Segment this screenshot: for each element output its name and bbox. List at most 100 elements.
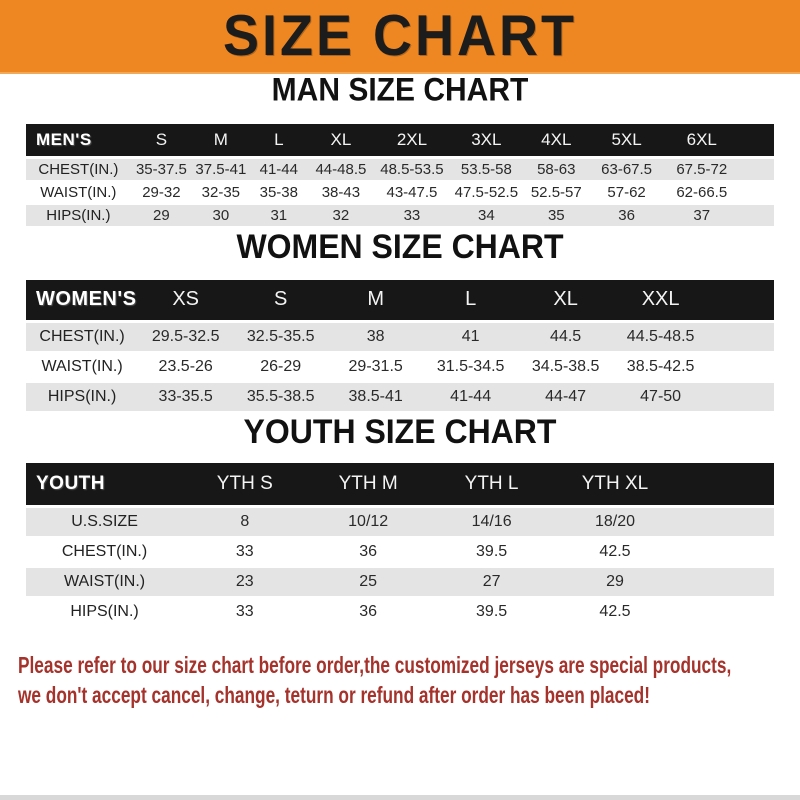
size-value-cell: 35-37.5 (130, 155, 193, 182)
size-column-header: YTH XL (553, 463, 677, 506)
size-value-cell: 47-50 (613, 382, 709, 413)
banner-title: SIZE CHART (223, 4, 577, 68)
measure-label-cell: WAIST(IN.) (26, 352, 139, 383)
row-spacer-cell (708, 382, 774, 413)
row-spacer-cell (676, 504, 774, 538)
table-row: WAIST(IN.) 29-32 32-35 35-38 38-43 43-47.5 47.… (26, 180, 774, 205)
header-spacer-cell (708, 279, 774, 322)
size-value-cell: 48.5-53.5 (373, 155, 451, 182)
header-spacer-cell (676, 463, 774, 506)
measure-label-cell: HIPS(IN.) (26, 596, 184, 628)
size-value-cell: 38 (328, 320, 424, 353)
size-value-cell: 42.5 (553, 596, 677, 628)
size-value-cell: 41-44 (423, 382, 519, 413)
size-value-cell: 23.5-26 (138, 352, 234, 383)
man-size-chart-heading: MAN SIZE CHART (271, 72, 529, 109)
table-row: CHEST(IN.) 29.5-32.5 32.5-35.5 38 41 44.5 44.5… (26, 320, 774, 353)
measure-label-cell: CHEST(IN.) (26, 320, 139, 353)
size-value-cell: 57-62 (589, 180, 664, 205)
size-column-header: XL (518, 279, 614, 322)
size-value-cell: 34 (450, 203, 523, 228)
size-value-cell: 33 (373, 203, 451, 228)
women-size-table: WOMEN'S XS S M L XL XXL CHEST(IN.) 29.5-32.5 32.5… (26, 279, 774, 413)
size-value-cell: 31 (249, 203, 308, 228)
size-column-header: 3XL (450, 124, 523, 157)
size-value-cell: 32 (307, 203, 374, 228)
size-value-cell: 14/16 (429, 504, 554, 538)
row-spacer-cell (676, 596, 774, 628)
size-value-cell: 35 (522, 203, 590, 228)
size-value-cell: 31.5-34.5 (423, 352, 519, 383)
size-column-header: XS (138, 279, 234, 322)
size-column-header: XL (307, 124, 374, 157)
size-value-cell: 29-31.5 (328, 352, 424, 383)
size-value-cell: 26-29 (233, 352, 329, 383)
size-value-cell: 39.5 (429, 596, 554, 628)
size-value-cell: 30 (192, 203, 250, 228)
size-value-cell: 38.5-41 (328, 382, 424, 413)
size-value-cell: 23 (183, 566, 307, 598)
measure-label-cell: HIPS(IN.) (26, 382, 139, 413)
size-column-header: 4XL (522, 124, 590, 157)
youth-size-table-wrap: YOUTH YTH S YTH M YTH L YTH XL U.S.SIZE 8 10/12… (26, 463, 774, 628)
table-title-cell: WOMEN'S (26, 279, 139, 322)
size-column-header: 5XL (589, 124, 664, 157)
size-value-cell: 35.5-38.5 (233, 382, 329, 413)
order-policy-note-line-1: Please refer to our size chart before or… (18, 651, 732, 678)
size-column-header: S (233, 279, 329, 322)
header-spacer-cell (740, 124, 774, 157)
size-chart-banner: SIZE CHART (0, 0, 800, 74)
size-value-cell: 67.5-72 (663, 155, 741, 182)
size-value-cell: 18/20 (553, 504, 677, 538)
size-value-cell: 53.5-58 (450, 155, 523, 182)
table-title-cell: YOUTH (26, 463, 184, 506)
size-value-cell: 32.5-35.5 (233, 320, 329, 353)
size-column-header: 2XL (373, 124, 451, 157)
size-value-cell: 36 (589, 203, 664, 228)
size-value-cell: 43-47.5 (373, 180, 451, 205)
size-column-header: L (249, 124, 308, 157)
measure-label-cell: HIPS(IN.) (26, 203, 131, 228)
youth-size-chart-heading: YOUTH SIZE CHART (243, 411, 557, 451)
size-column-header: YTH S (183, 463, 307, 506)
men-size-table: MEN'S S M L XL 2XL 3XL 4XL 5XL 6XL CHEST(IN.) 35-37… (26, 124, 774, 228)
table-row: HIPS(IN.) 33 36 39.5 42.5 (26, 596, 774, 628)
size-column-header: M (192, 124, 250, 157)
row-spacer-cell (676, 536, 774, 568)
row-spacer-cell (740, 180, 774, 205)
measure-label-cell: WAIST(IN.) (26, 566, 184, 598)
size-value-cell: 37 (663, 203, 741, 228)
row-spacer-cell (708, 320, 774, 353)
row-spacer-cell (676, 566, 774, 598)
size-value-cell: 44-47 (518, 382, 614, 413)
measure-label-cell: U.S.SIZE (26, 504, 184, 538)
size-value-cell: 10/12 (306, 504, 430, 538)
table-row: WAIST(IN.) 23 25 27 29 (26, 566, 774, 598)
size-column-header: YTH M (306, 463, 430, 506)
size-value-cell: 29 (553, 566, 677, 598)
size-value-cell: 8 (183, 504, 307, 538)
table-row: HIPS(IN.) 33-35.5 35.5-38.5 38.5-41 41-44 44-… (26, 382, 774, 413)
women-size-chart-heading: WOMEN SIZE CHART (236, 226, 564, 265)
measure-label-cell: CHEST(IN.) (26, 536, 184, 568)
size-column-header: S (130, 124, 193, 157)
size-value-cell: 33-35.5 (138, 382, 234, 413)
size-value-cell: 33 (183, 536, 307, 568)
table-row: CHEST(IN.) 35-37.5 37.5-41 41-44 44-48.5 48.5… (26, 155, 774, 182)
size-value-cell: 62-66.5 (663, 180, 741, 205)
size-value-cell: 35-38 (249, 180, 308, 205)
table-row: HIPS(IN.) 29 30 31 32 33 34 35 36 37 (26, 203, 774, 228)
row-spacer-cell (740, 155, 774, 182)
row-spacer-cell (740, 203, 774, 228)
table-row: CHEST(IN.) 33 36 39.5 42.5 (26, 536, 774, 568)
size-value-cell: 42.5 (553, 536, 677, 568)
row-spacer-cell (708, 352, 774, 383)
size-value-cell: 38-43 (307, 180, 374, 205)
size-value-cell: 52.5-57 (522, 180, 590, 205)
size-value-cell: 34.5-38.5 (518, 352, 614, 383)
size-value-cell: 37.5-41 (192, 155, 250, 182)
size-column-header: L (423, 279, 519, 322)
table-row: WAIST(IN.) 23.5-26 26-29 29-31.5 31.5-34.5 34… (26, 352, 774, 383)
size-value-cell: 44.5-48.5 (613, 320, 709, 353)
men-size-table-wrap: MEN'S S M L XL 2XL 3XL 4XL 5XL 6XL CHEST(IN.) 35-37… (26, 124, 774, 228)
